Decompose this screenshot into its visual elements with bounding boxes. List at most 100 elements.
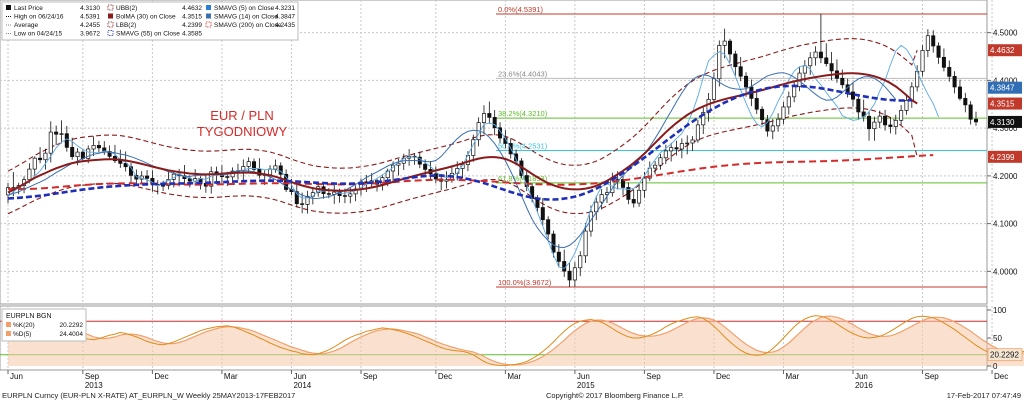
footer-bar: EURPLN Curncy (EUR-PLN X-RATE) AT_EURPLN… xyxy=(2,391,1021,400)
candle-body xyxy=(118,160,123,164)
oscillator-legend-frame xyxy=(1,308,87,342)
candle-body xyxy=(722,40,727,46)
legend-value: 4.3585 xyxy=(182,31,202,38)
legend-label: SMAVG (5) on Close xyxy=(214,5,275,12)
candle-body xyxy=(252,161,257,170)
legend-value: 4.5391 xyxy=(80,14,100,21)
candle-body xyxy=(893,119,898,127)
legend-value: 4.4632 xyxy=(182,5,202,12)
legend-swatch xyxy=(206,5,211,10)
footer-left-text: EURPLN Curncy (EUR-PLN X-RATE) AT_EURPLN… xyxy=(2,391,295,400)
candle-body xyxy=(711,78,716,100)
legend-swatch xyxy=(6,5,11,10)
candle-body xyxy=(161,185,166,187)
x-year-label: 2016 xyxy=(855,381,873,390)
sma55-line xyxy=(7,84,912,201)
candle-body xyxy=(626,187,631,200)
candle-body xyxy=(588,211,593,232)
candle-body xyxy=(856,98,861,113)
legend-value: 4.2399 xyxy=(182,22,202,29)
candle-body xyxy=(920,50,925,72)
candle-body xyxy=(551,233,556,253)
footer-copyright-text: Copyright© 2017 Bloomberg Finance L.P. xyxy=(546,391,684,400)
price-tag-label: 4.2399 xyxy=(990,153,1015,162)
legend-label: LBB(2) xyxy=(116,22,136,29)
legend-label: Average xyxy=(14,22,38,29)
chart-title: EUR / PLN TYGODNIOWY xyxy=(197,108,288,139)
y-tick-label: 4.0000 xyxy=(993,267,1018,276)
candle-body xyxy=(86,148,91,159)
candle-body xyxy=(637,189,642,204)
candle-body xyxy=(770,125,775,132)
legend-swatch xyxy=(107,30,114,36)
candle-body xyxy=(326,193,331,195)
candle-body xyxy=(883,115,888,126)
y-tick-label: 4.4000 xyxy=(993,76,1018,85)
legend-label: BolMA (30) on Close xyxy=(116,14,176,21)
candle-body xyxy=(583,230,588,257)
legend-label: SMAVG (14) on Close xyxy=(214,14,278,21)
candle-body xyxy=(947,67,952,77)
fib-level-label: 0.0%(4.5391) xyxy=(498,5,544,14)
legend-swatch xyxy=(206,13,211,19)
y-tick-label: 4.1000 xyxy=(993,220,1018,229)
x-month-label: Dec xyxy=(994,372,1008,381)
candle-body xyxy=(957,86,962,99)
oscillator-series xyxy=(0,315,1024,366)
candle-body xyxy=(899,110,904,121)
candle-body xyxy=(59,133,64,135)
candle-body xyxy=(813,51,818,59)
candle-body xyxy=(872,121,877,130)
candle-body xyxy=(973,118,979,123)
candle-body xyxy=(931,35,936,47)
candle-body xyxy=(669,147,674,152)
legend-label: SMAVG (200) on Close xyxy=(214,22,282,29)
candle-body xyxy=(695,124,700,141)
candle-body xyxy=(268,168,273,176)
legend-value: 4.3515 xyxy=(182,14,202,21)
candle-body xyxy=(294,191,299,205)
candle-body xyxy=(642,177,647,191)
candle-body xyxy=(904,100,909,111)
candle-body xyxy=(877,115,882,123)
x-month-label: Sep xyxy=(363,372,378,381)
candle-body xyxy=(546,219,551,235)
fib-level-label: 100.0%(3.9672) xyxy=(498,278,552,287)
price-tag-box xyxy=(988,150,1022,163)
candle-body xyxy=(187,178,192,182)
legend-value: 4.2435 xyxy=(275,22,295,29)
legend-value: 4.3130 xyxy=(80,5,100,12)
candle-body xyxy=(829,63,834,72)
x-month-label: Sep xyxy=(925,372,940,381)
osc-y-tick-label: 100 xyxy=(993,306,1007,315)
candle-body xyxy=(760,108,765,121)
x-month-label: Sep xyxy=(646,372,661,381)
fibonacci-levels: 0.0%(4.5391) 23.6%(4.4043) 38.2%(4.3210) 50… xyxy=(496,5,987,288)
legend-swatch xyxy=(108,13,113,19)
oscillator-legend-swatch xyxy=(6,322,11,327)
candle-body xyxy=(663,150,668,159)
candle-body xyxy=(423,163,428,170)
candle-body xyxy=(80,151,85,159)
price-tag-box xyxy=(988,44,1022,57)
candle-body xyxy=(300,203,305,205)
oscillator-legend-swatch xyxy=(6,331,11,336)
candle-body xyxy=(492,117,497,129)
legend-swatch xyxy=(205,21,212,28)
candle-body xyxy=(32,157,37,170)
x-month-label: Jun xyxy=(10,372,23,381)
legend-label: Last Price xyxy=(14,5,43,12)
candle-body xyxy=(963,98,968,106)
price-tags: 4.4632 4.3847 4.3515 4.3130 4.2399 xyxy=(988,44,1022,163)
candle-body xyxy=(70,147,75,158)
x-month-label: Dec xyxy=(438,372,452,381)
x-year-label: 2015 xyxy=(577,381,595,390)
legend-value: 3.9672 xyxy=(80,31,100,38)
candle-body xyxy=(631,199,636,204)
candle-body xyxy=(679,143,684,150)
candle-body xyxy=(599,194,604,203)
y-tick-label: 4.3000 xyxy=(993,124,1018,133)
oscillator-legend-items: %K(20) 20.2292 %D(5) 24.4004 xyxy=(6,322,83,338)
candle-body xyxy=(572,267,577,281)
